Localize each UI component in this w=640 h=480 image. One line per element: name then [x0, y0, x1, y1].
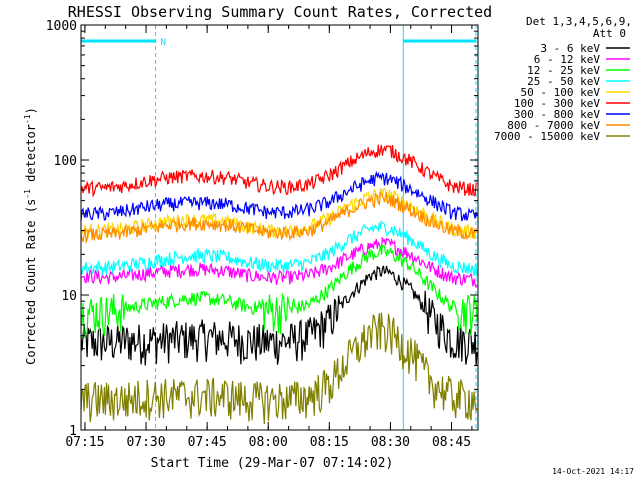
y-axis-label-mid: detector: [24, 124, 38, 189]
legend-entry-label: 12 - 25 keV: [527, 64, 600, 77]
series-line: [80, 191, 478, 244]
series-line: [80, 244, 478, 339]
y-axis-ticks: 1 10 100 1000: [46, 19, 478, 439]
x-tick-label: 08:00: [249, 435, 288, 450]
y-axis-label-sup-1: -1: [23, 189, 32, 199]
y-axis-label-main: Corrected Count Rate (s: [24, 199, 38, 365]
legend-header-attenuator: Att 0: [593, 27, 626, 40]
x-tick-label: 07:30: [126, 435, 165, 450]
y-tick-label: 100: [54, 154, 77, 169]
series-line: [80, 220, 478, 277]
legend-entry-label: 7000 - 15000 keV: [494, 130, 600, 143]
series-line: [80, 144, 478, 198]
legend-entry-label: 100 - 300 keV: [514, 97, 600, 110]
plot-frame: [80, 24, 479, 431]
y-axis-label-sup-2: -1: [23, 114, 32, 124]
legend-header-detectors: Det 1,3,4,5,6,9,: [526, 15, 632, 28]
x-tick-label: 08:15: [310, 435, 349, 450]
y-tick-label: 10: [61, 289, 77, 304]
series-line: [80, 237, 478, 289]
y-axis-label-end: ): [24, 107, 38, 114]
legend-entry-label: 25 - 50 keV: [527, 75, 600, 88]
x-axis-label: Start Time (29-Mar-07 07:14:02): [151, 456, 394, 471]
generation-timestamp: 14-Oct-2021 14:17: [552, 467, 634, 476]
y-tick-label: 1000: [46, 19, 77, 34]
series-line: [80, 312, 478, 425]
chart-title: RHESSI Observing Summary Count Rates, Co…: [68, 3, 492, 21]
legend-entry-label: 6 - 12 keV: [534, 53, 601, 66]
y-axis-label: Corrected Count Rate (s-1 detector-1): [23, 107, 38, 365]
x-tick-label: 07:15: [65, 435, 104, 450]
plot-area: N: [80, 24, 479, 431]
legend-entry-label: 800 - 7000 keV: [507, 119, 600, 132]
night-marker-label: N: [161, 38, 166, 48]
series-line: [80, 170, 478, 222]
x-tick-label: 07:45: [188, 435, 227, 450]
legend-entry-label: 300 - 800 keV: [514, 108, 600, 121]
x-tick-label: 08:30: [371, 435, 410, 450]
series-line: [80, 265, 478, 367]
legend-entry-label: 3 - 6 keV: [540, 42, 600, 55]
y-tick-label: 1: [69, 424, 77, 439]
legend-entry-label: 50 - 100 keV: [521, 86, 601, 99]
x-axis-ticks: 07:15 07:30 07:45 08:00 08:15 08:30 08:45: [65, 25, 473, 450]
x-tick-label: 08:45: [432, 435, 471, 450]
